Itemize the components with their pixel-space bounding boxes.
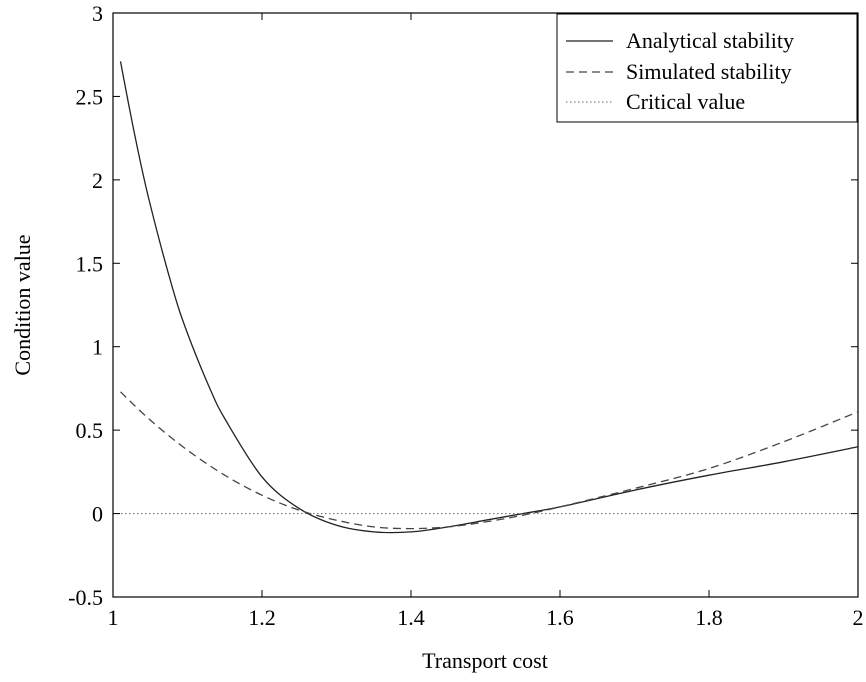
series-line-analytical-stability bbox=[119, 61, 859, 534]
series-line-simulated-stability bbox=[120, 391, 859, 530]
x-tick-label: 1.4 bbox=[397, 605, 425, 630]
x-tick-label: 2 bbox=[853, 605, 864, 630]
y-tick-label: 0.5 bbox=[76, 418, 104, 443]
y-tick-label: 1 bbox=[92, 335, 103, 360]
y-tick-label: 1.5 bbox=[76, 251, 104, 276]
legend-label-critical: Critical value bbox=[626, 89, 745, 114]
series-layer bbox=[113, 61, 859, 534]
x-tick-label: 1.8 bbox=[695, 605, 723, 630]
x-tick-label: 1.2 bbox=[248, 605, 276, 630]
y-tick-label: 0 bbox=[92, 502, 103, 527]
ticks-layer: 1 1.2 1.4 1.6 1.8 2 -0.5 0 0.5 1 1.5 2 2.5 3 bbox=[68, 1, 863, 630]
y-tick-label: -0.5 bbox=[68, 585, 103, 610]
legend-label-simulated: Simulated stability bbox=[626, 59, 792, 84]
y-tick-label: 2.5 bbox=[76, 84, 104, 109]
y-axis-label: Condition value bbox=[10, 234, 35, 375]
x-tick-label: 1.6 bbox=[546, 605, 574, 630]
y-tick-label: 3 bbox=[92, 1, 103, 26]
legend-box bbox=[556, 13, 858, 123]
legend-label-analytical: Analytical stability bbox=[626, 28, 794, 53]
y-tick-label: 2 bbox=[92, 168, 103, 193]
legend: Analytical stability Simulated stability… bbox=[556, 13, 858, 123]
x-tick-label: 1 bbox=[108, 605, 119, 630]
x-axis-label: Transport cost bbox=[422, 648, 548, 673]
